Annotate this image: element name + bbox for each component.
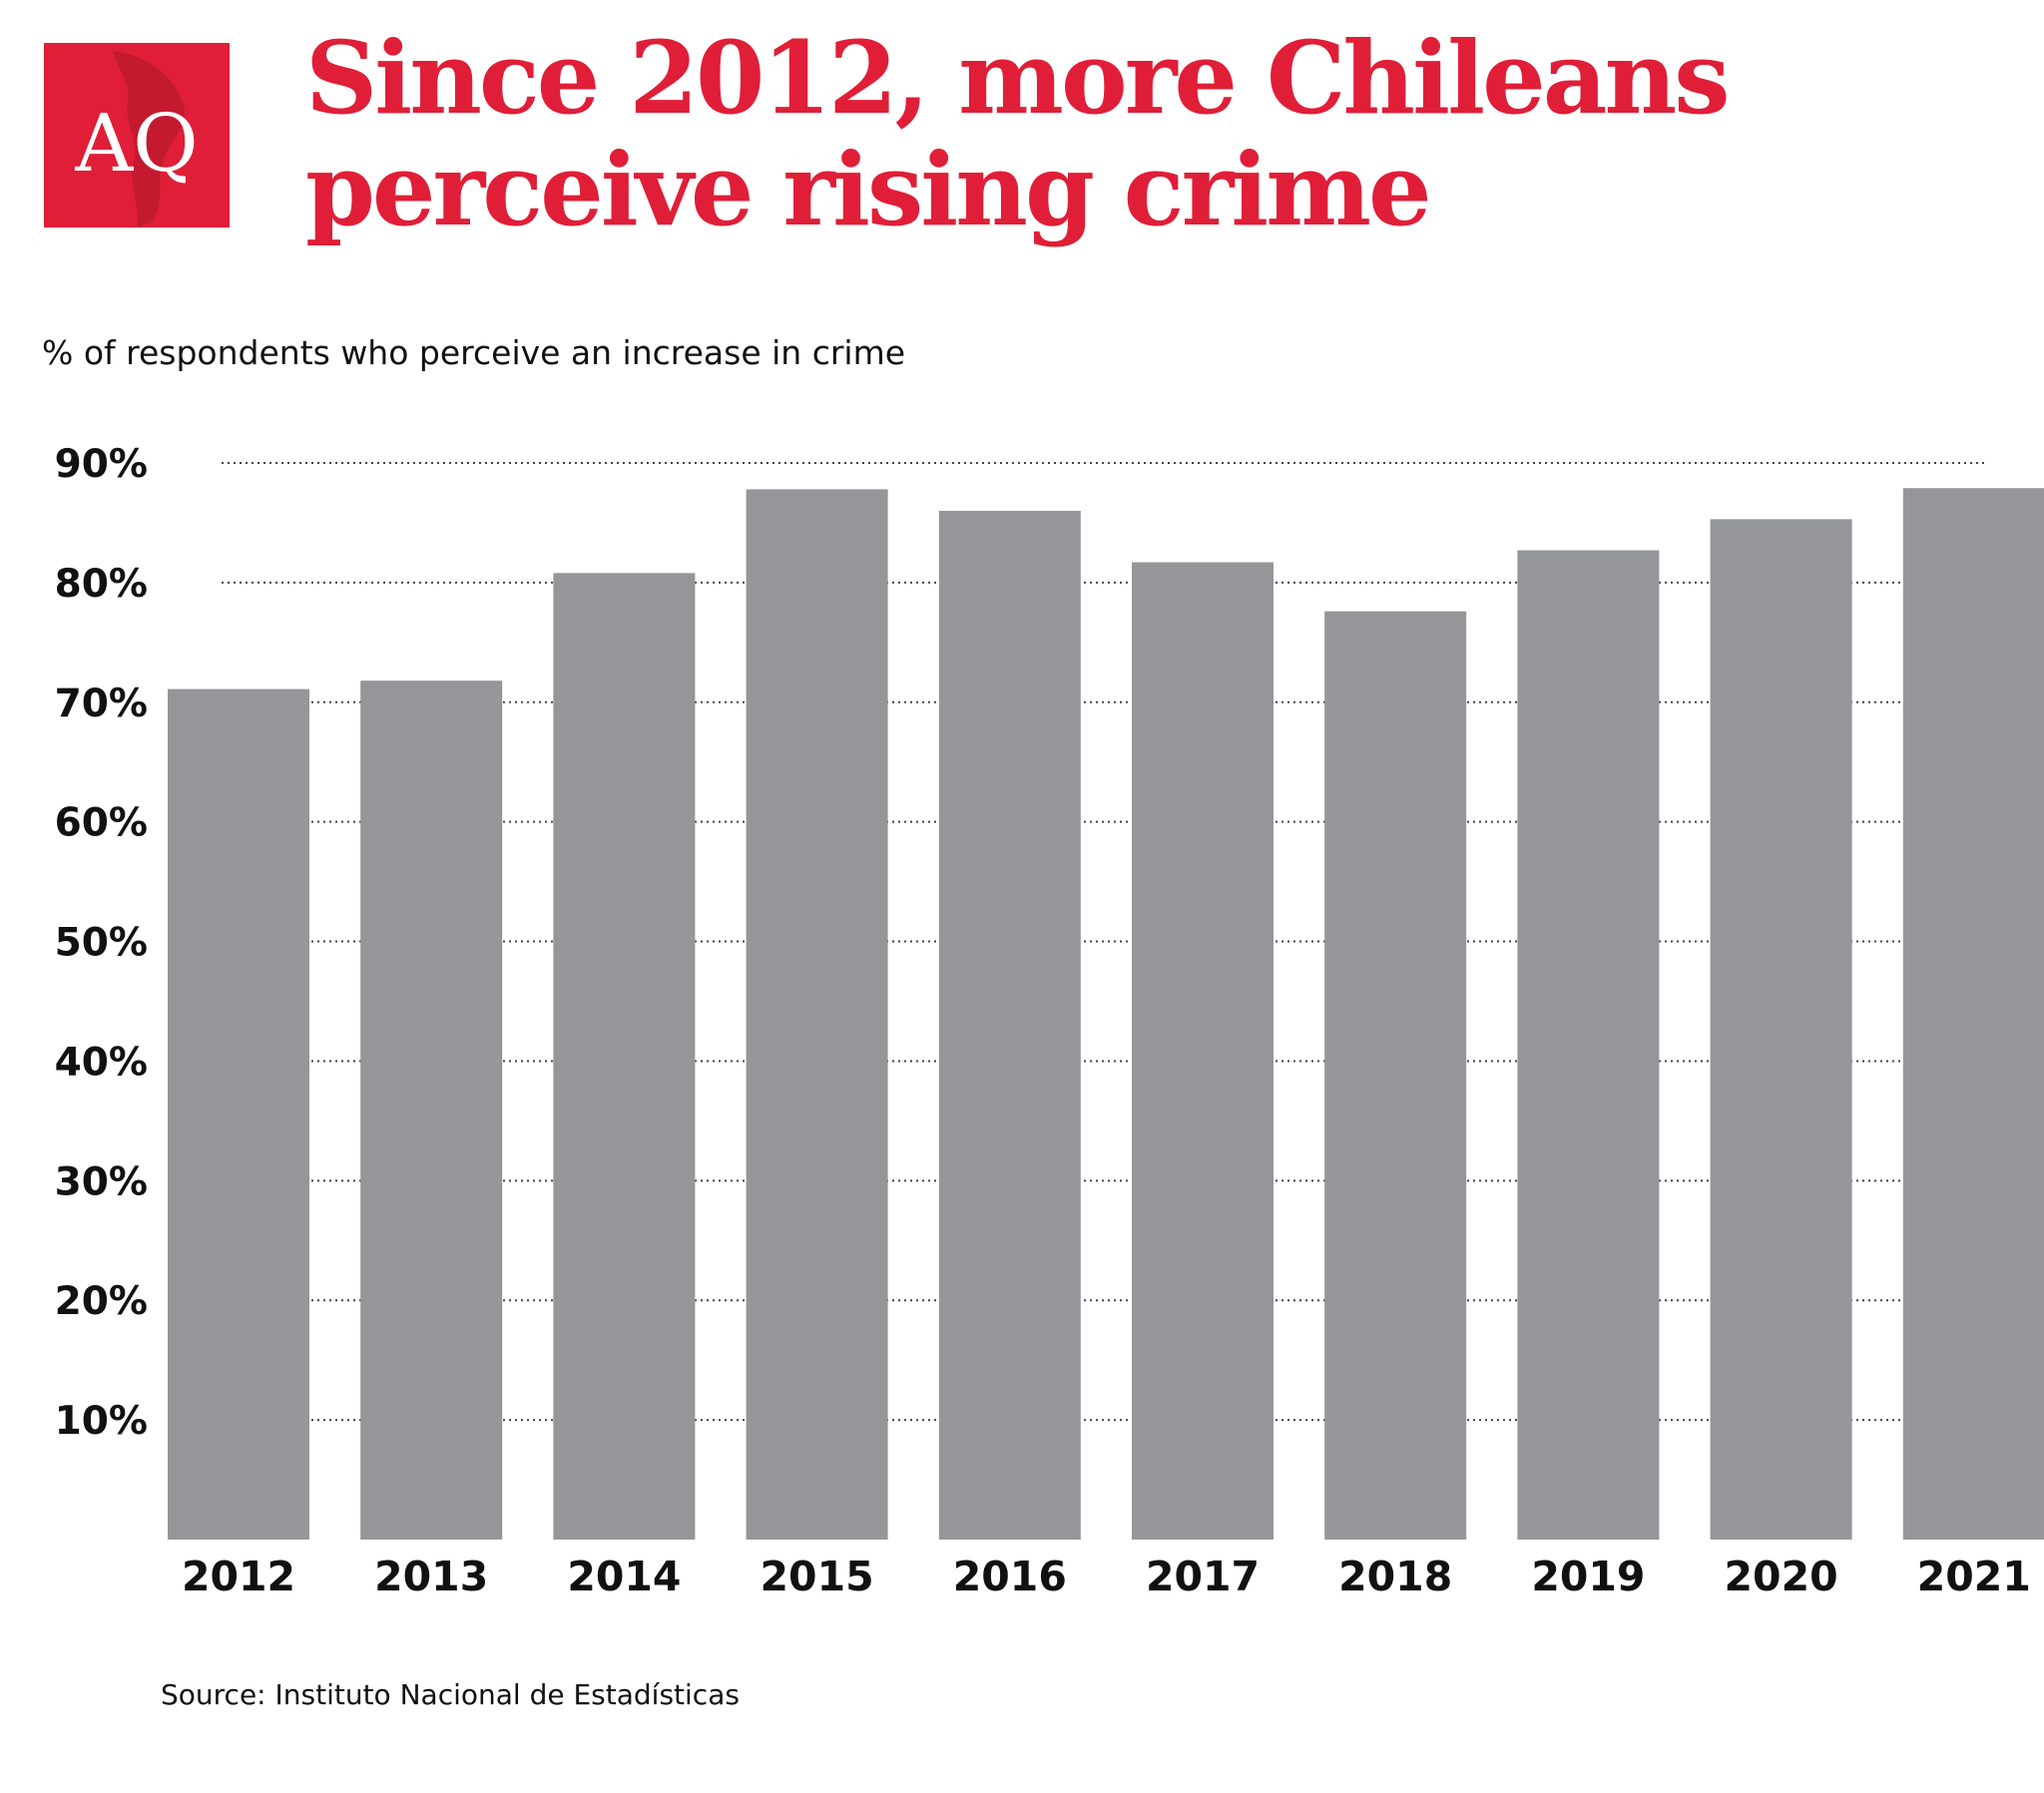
title-line-1: Since 2012, more Chileans (305, 19, 1731, 137)
logo-background (44, 43, 230, 227)
aq-logo: AQ (44, 43, 230, 227)
x-tick-label: 2012 (182, 1553, 295, 1600)
bar-2019 (1517, 550, 1660, 1540)
title-line-2: perceive rising crime (305, 131, 1432, 248)
chart-subtitle: % of respondents who perceive an increas… (42, 333, 906, 372)
x-tick-label: 2013 (374, 1553, 488, 1600)
bar-2015 (746, 489, 888, 1541)
bar-2014 (553, 573, 696, 1540)
y-tick-label: 30% (55, 1159, 148, 1204)
x-tick-label: 2019 (1531, 1553, 1645, 1600)
map-silhouette-icon (114, 51, 186, 227)
x-tick-label: 2016 (953, 1553, 1067, 1600)
y-tick-label: 50% (55, 921, 148, 966)
y-tick-label: 80% (55, 562, 148, 607)
bar-2017 (1132, 562, 1274, 1540)
page-title: Since 2012, more Chileans perceive risin… (305, 22, 2002, 245)
x-tick-label: 2014 (567, 1553, 681, 1600)
x-tick-label: 2015 (761, 1553, 874, 1600)
y-tick-label: 20% (55, 1279, 148, 1324)
x-tick-label: 2017 (1146, 1553, 1260, 1600)
y-tick-label: 90% (55, 442, 148, 487)
logo-text: AQ (74, 97, 198, 190)
x-tick-label: 2020 (1725, 1553, 1838, 1600)
bar-2020 (1710, 519, 1852, 1540)
bar-2018 (1324, 611, 1467, 1540)
bar-2021 (1902, 488, 2044, 1541)
y-tick-label: 40% (55, 1040, 148, 1085)
bar-2012 (168, 688, 309, 1540)
bar-2013 (360, 680, 503, 1540)
x-tick-label: 2021 (1917, 1553, 2031, 1600)
x-tick-label: 2018 (1338, 1553, 1452, 1600)
y-tick-label: 10% (55, 1399, 148, 1444)
source-note: Source: Instituto Nacional de Estadístic… (161, 1678, 740, 1711)
y-tick-label: 70% (55, 681, 148, 726)
bar-2016 (938, 510, 1081, 1540)
y-tick-label: 60% (55, 801, 148, 846)
